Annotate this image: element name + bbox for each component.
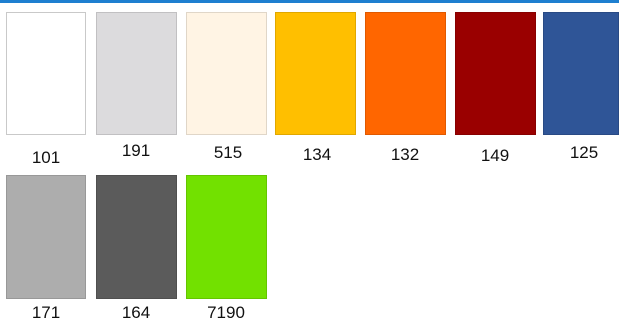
swatch-101[interactable] [6,12,86,135]
swatch-code-191: 191 [121,141,151,160]
swatch-code-149: 149 [480,146,510,165]
swatch-134[interactable] [275,12,356,135]
swatch-code-125: 125 [569,143,599,162]
swatch-149[interactable] [455,12,536,135]
swatch-515[interactable] [186,12,267,135]
swatch-code-7190: 7190 [207,303,245,322]
swatch-7190[interactable] [186,175,267,299]
swatch-164[interactable] [96,175,177,299]
swatch-code-164: 164 [121,303,151,322]
swatch-code-171: 171 [31,303,61,322]
swatch-132[interactable] [365,12,446,135]
swatch-code-132: 132 [390,145,420,164]
swatch-code-101: 101 [31,148,61,167]
top-accent-bar [0,0,619,3]
swatch-191[interactable] [96,12,177,135]
swatch-125[interactable] [543,12,619,135]
swatch-code-515: 515 [213,143,243,162]
swatch-171[interactable] [6,175,86,299]
swatch-code-134: 134 [302,145,332,164]
